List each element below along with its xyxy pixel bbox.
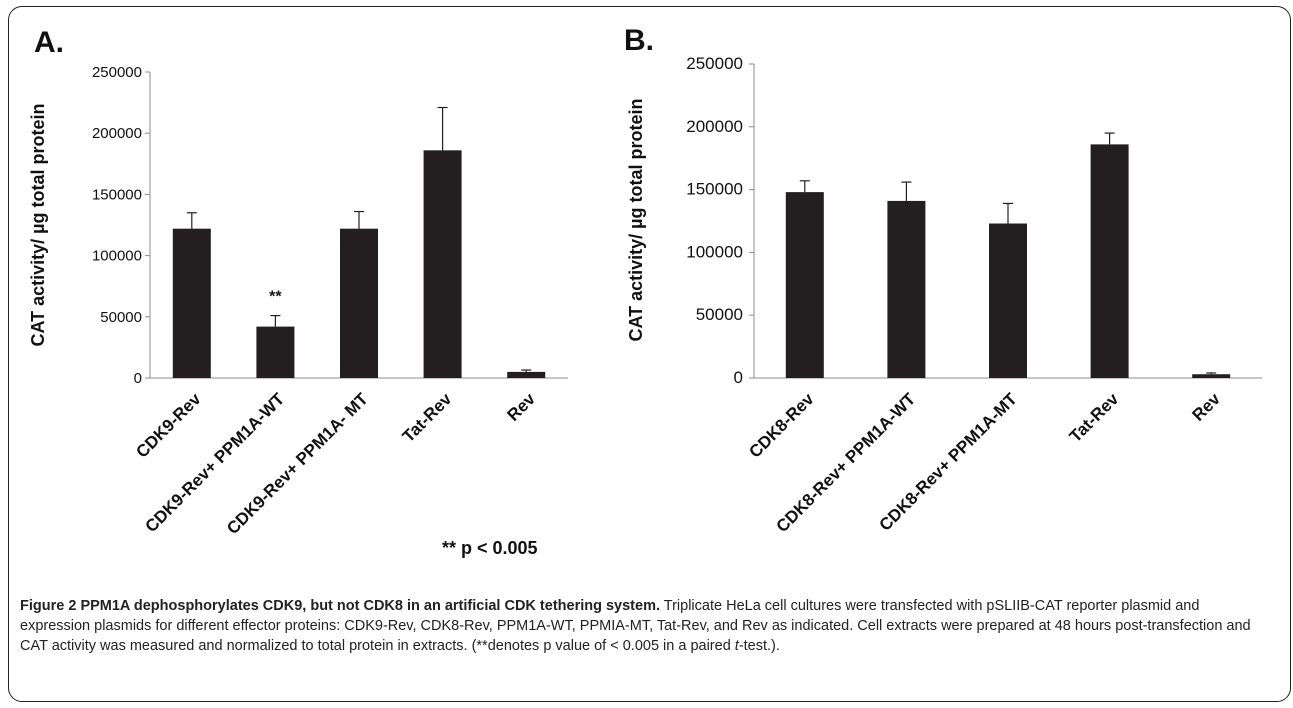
caption-figure-label: Figure 2 [20, 598, 77, 614]
panel-a-bar [423, 150, 462, 378]
panel-a-footnote: ** p < 0.005 [442, 538, 538, 558]
panel-a-significance-mark: ** [269, 289, 282, 306]
figure-caption: Figure 2 PPM1A dephosphorylates CDK9, bu… [20, 596, 1270, 656]
panel-a-label: A. [34, 26, 64, 59]
panel-a-category-label: Tat-Rev [399, 389, 456, 446]
panel-a-y-tick-label: 250000 [92, 64, 142, 81]
panel-a-bar [507, 371, 546, 378]
panel-a-category-label: CDK9-Rev+ PPM1A- MT [223, 389, 372, 538]
panel-b-bar [989, 223, 1027, 378]
panel-b-y-tick-label: 200000 [686, 117, 743, 136]
caption-text-end: -test.). [738, 638, 780, 654]
panel-a-y-tick-label: 0 [134, 370, 142, 387]
panel-a-category-label: CDK9-Rev+ PPM1A-WT [142, 389, 289, 536]
caption-text-italic: t [734, 638, 739, 654]
panel-a-chart: A. CAT activity/ µg total protein 0 50000 10… [28, 26, 568, 558]
panel-a-category-label: Rev [504, 389, 540, 425]
panel-b-bar [785, 192, 824, 378]
panel-b-category-label: Rev [1189, 389, 1225, 425]
panel-b-chart: B. CAT activity/ µg total protein 0 50000 10… [624, 24, 1262, 536]
panel-a-category-label: CDK9-Rev [132, 389, 205, 462]
panel-b-label: B. [624, 24, 654, 57]
panel-b-y-tick-label: 0 [734, 368, 743, 387]
panel-a-bar [340, 228, 378, 378]
panel-a-y-axis-title: CAT activity/ µg total protein [28, 103, 48, 346]
panel-b-y-axis-title: CAT activity/ µg total protein [626, 98, 646, 341]
caption-title: PPM1A dephosphorylates CDK9, but not CDK… [80, 598, 660, 614]
panel-b-y-tick-label: 100000 [686, 242, 743, 261]
panel-b-category-label: CDK8-Rev [745, 389, 818, 462]
panel-a-bar [256, 326, 295, 378]
panel-b-y-tick-label: 250000 [686, 54, 743, 73]
panel-a-y-tick-label: 200000 [92, 125, 142, 142]
panel-b-bar [1090, 144, 1129, 378]
panel-a-y-tick-label: 150000 [92, 186, 142, 203]
panel-a-bar [172, 228, 211, 378]
panel-b-y-tick-label: 150000 [686, 180, 743, 199]
caption-text: Triplicate HeLa cell cultures were trans… [20, 598, 1251, 654]
panel-a-y-tick-label: 100000 [92, 248, 142, 265]
figure-frame [8, 6, 1291, 702]
panel-b-y-tick-label: 50000 [696, 305, 743, 324]
panel-a-y-tick-label: 50000 [100, 309, 142, 326]
panel-b-bar [887, 200, 926, 378]
panel-b-category-label: Tat-Rev [1066, 389, 1123, 446]
panel-b-bar [1192, 374, 1231, 378]
